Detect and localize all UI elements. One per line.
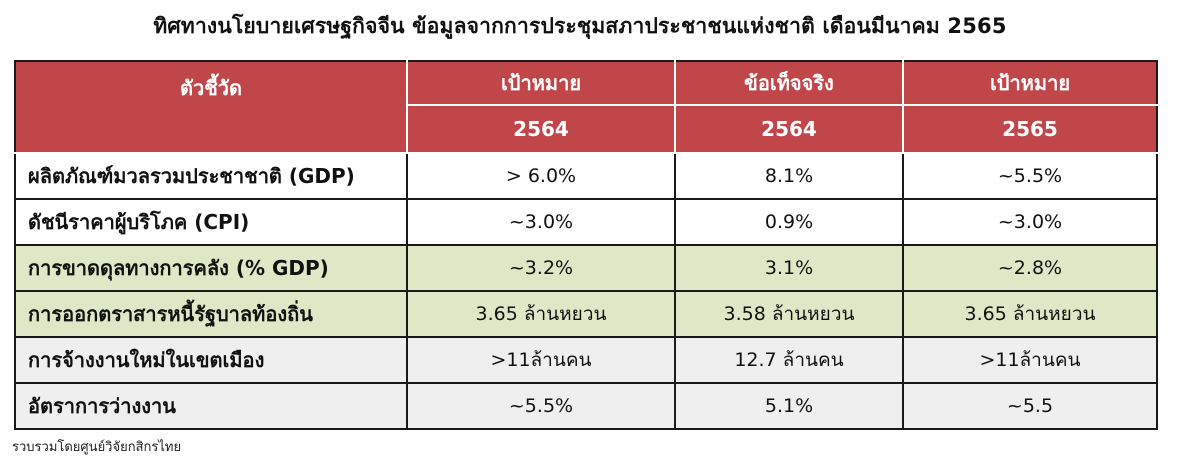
- row-value: ~5.5: [902, 382, 1158, 430]
- row-value: > 6.0%: [406, 152, 676, 200]
- row-value: ~3.0%: [406, 198, 676, 246]
- indicator-table: ตัวชี้วัด เป้าหมาย ข้อเท็จจริง เป้าหมาย …: [14, 60, 1158, 430]
- row-value: 5.1%: [674, 382, 904, 430]
- table-row: ผลิตภัณฑ์มวลรวมประชาชาติ (GDP) > 6.0% 8.…: [14, 152, 1158, 200]
- header-row-years: 2564 2564 2565: [15, 104, 1158, 154]
- table-row: อัตราการว่างงาน ~5.5% 5.1% ~5.5: [14, 382, 1158, 430]
- header-target-2565: เป้าหมาย: [902, 60, 1158, 106]
- table-title: ทิศทางนโยบายเศรษฐกิจจีน ข้อมูลจากการประช…: [153, 14, 1007, 38]
- table-row: การขาดดุลทางการคลัง (% GDP) ~3.2% 3.1% ~…: [14, 244, 1158, 292]
- table-row: การจ้างงานใหม่ในเขตเมือง >11ล้านคน 12.7 …: [14, 336, 1158, 384]
- row-label: การจ้างงานใหม่ในเขตเมือง: [14, 336, 408, 384]
- row-value: ~5.5%: [406, 382, 676, 430]
- row-value: ~3.0%: [902, 198, 1158, 246]
- row-value: 0.9%: [674, 198, 904, 246]
- row-label: ดัชนีราคาผู้บริโภค (CPI): [14, 198, 408, 246]
- row-value: 3.1%: [674, 244, 904, 292]
- row-value: >11ล้านคน: [406, 336, 676, 384]
- header-year: 2565: [902, 104, 1158, 154]
- header-indicator: ตัวชี้วัด: [14, 60, 408, 154]
- row-label: การขาดดุลทางการคลัง (% GDP): [14, 244, 408, 292]
- header-row-top: ตัวชี้วัด เป้าหมาย ข้อเท็จจริง เป้าหมาย: [14, 60, 1158, 154]
- row-label: อัตราการว่างงาน: [14, 382, 408, 430]
- row-value: 3.58 ล้านหยวน: [674, 290, 904, 338]
- row-value: ~2.8%: [902, 244, 1158, 292]
- row-value: ~3.2%: [406, 244, 676, 292]
- row-label: ผลิตภัณฑ์มวลรวมประชาชาติ (GDP): [14, 152, 408, 200]
- header-actual-2564: ข้อเท็จจริง: [674, 60, 904, 106]
- row-value: >11ล้านคน: [902, 336, 1158, 384]
- row-value: 8.1%: [674, 152, 904, 200]
- row-label: การออกตราสารหนี้รัฐบาลท้องถิ่น: [14, 290, 408, 338]
- row-value: 3.65 ล้านหยวน: [902, 290, 1158, 338]
- header-year: 2564: [674, 104, 904, 154]
- row-value: ~5.5%: [902, 152, 1158, 200]
- source-note: รวบรวมโดยศูนย์วิจัยกสิกรไทย: [12, 440, 182, 455]
- table-row: การออกตราสารหนี้รัฐบาลท้องถิ่น 3.65 ล้าน…: [14, 290, 1158, 338]
- header-year: 2564: [406, 104, 676, 154]
- row-value: 12.7 ล้านคน: [674, 336, 904, 384]
- header-target-2564: เป้าหมาย: [406, 60, 676, 106]
- table-row: ดัชนีราคาผู้บริโภค (CPI) ~3.0% 0.9% ~3.0…: [14, 198, 1158, 246]
- row-value: 3.65 ล้านหยวน: [406, 290, 676, 338]
